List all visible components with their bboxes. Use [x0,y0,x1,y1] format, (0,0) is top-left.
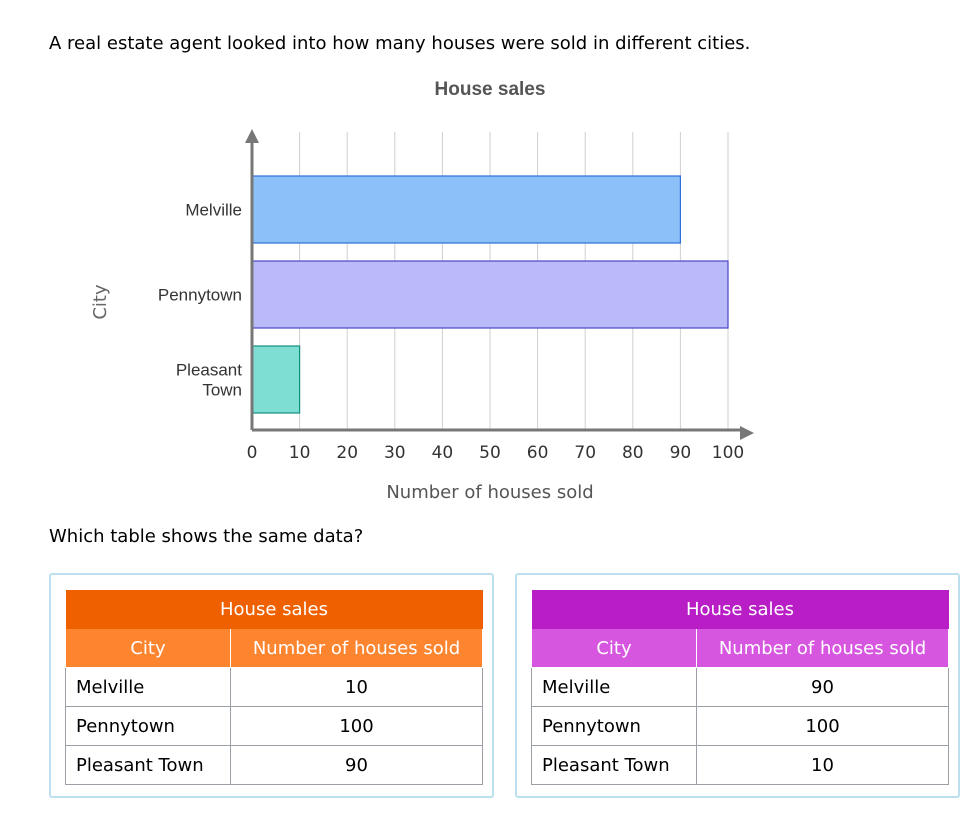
x-tick-label: 30 [384,443,406,463]
city-cell: Pennytown [65,706,231,746]
x-tick-label: 10 [289,443,311,463]
number-cell: 10 [230,667,483,707]
x-tick-label: 60 [527,443,549,463]
x-axis-arrow-icon [740,426,754,440]
category-label: Pleasant [176,361,242,380]
x-tick-label: 80 [622,443,644,463]
number-cell: 100 [696,706,949,746]
y-axis-arrow-icon [245,129,259,143]
table-row: Pleasant Town 90 [65,745,483,785]
answer-table-a: House sales City Number of houses sold M… [65,589,483,785]
table-row: Pennytown 100 [531,706,949,746]
city-cell: Melville [65,667,231,707]
x-tick-label: 100 [712,443,744,463]
city-cell: Pleasant Town [65,745,231,785]
x-tick-label: 0 [247,443,258,463]
table-row: Pleasant Town 10 [531,745,949,785]
x-tick-label: 40 [432,443,454,463]
city-cell: Pleasant Town [531,745,697,785]
city-cell: Pennytown [531,706,697,746]
number-cell: 90 [230,745,483,785]
table-row: Pennytown 100 [65,706,483,746]
number-cell: 90 [696,667,949,707]
x-axis-label: Number of houses sold [386,482,593,503]
column-header-city: City [65,628,231,668]
answer-table-b: House sales City Number of houses sold M… [531,589,949,785]
x-tick-label: 90 [670,443,692,463]
table-title: House sales [65,589,483,629]
number-cell: 100 [230,706,483,746]
x-tick-label: 20 [336,443,358,463]
city-cell: Melville [531,667,697,707]
column-header-number: Number of houses sold [230,628,483,668]
number-cell: 10 [696,745,949,785]
table-row: Melville 90 [531,667,949,707]
column-header-number: Number of houses sold [696,628,949,668]
answer-choice-a[interactable]: House sales City Number of houses sold M… [49,573,494,798]
x-tick-label: 70 [574,443,596,463]
intro-text: A real estate agent looked into how many… [49,33,751,54]
category-label: Pennytown [158,286,242,305]
y-axis-label: City [90,284,111,320]
table-row: Melville 10 [65,667,483,707]
column-header-city: City [531,628,697,668]
category-label: Melville [185,201,242,220]
table-title: House sales [531,589,949,629]
bar [251,345,301,414]
chart-title: House sales [435,79,546,100]
question-text: Which table shows the same data? [49,526,364,547]
category-label: Town [202,381,242,400]
bar [251,260,729,329]
bar [251,175,681,244]
answer-choice-b[interactable]: House sales City Number of houses sold M… [515,573,960,798]
x-tick-label: 50 [479,443,501,463]
